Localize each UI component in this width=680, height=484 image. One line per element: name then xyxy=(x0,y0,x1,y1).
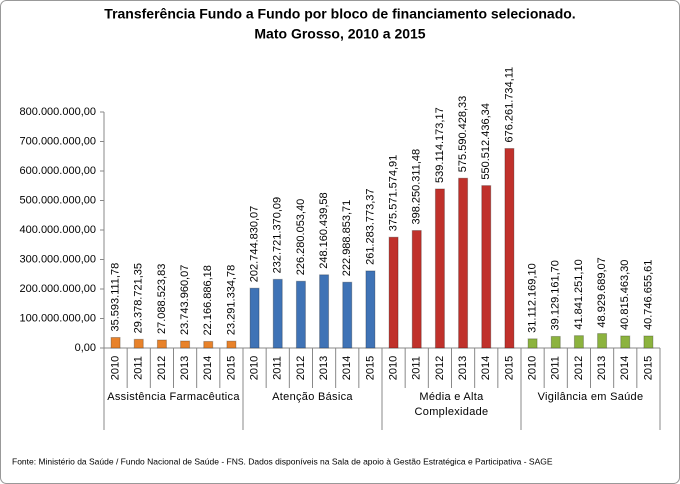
value-label: 539.114.173,17 xyxy=(434,107,446,183)
y-tick-label: 800.000.000,00 xyxy=(20,106,96,118)
chart-subtitle: Mato Grosso, 2010 a 2015 xyxy=(254,26,425,42)
group-label: Média e Alta Complexidade xyxy=(414,391,489,418)
x-tick-label: 2015 xyxy=(503,356,515,380)
bar xyxy=(550,335,561,349)
bar xyxy=(203,340,214,349)
value-label: 22.166.886,18 xyxy=(202,265,214,335)
bar xyxy=(643,335,654,349)
bar xyxy=(388,236,399,349)
bar xyxy=(295,280,306,349)
value-label: 48.929.689,07 xyxy=(596,257,608,327)
x-tick-label: 2013 xyxy=(179,356,191,380)
x-tick-label: 2011 xyxy=(272,356,284,380)
y-tick-label: 500.000.000,00 xyxy=(20,194,96,206)
value-label: 31.112.169,10 xyxy=(526,263,538,333)
bar xyxy=(573,335,584,349)
value-label: 40.746.655,61 xyxy=(642,260,654,330)
bar xyxy=(319,274,330,349)
y-tick-label: 400.000.000,00 xyxy=(20,224,96,236)
value-label: 29.378.721,35 xyxy=(133,263,145,333)
y-tick-label: 100.000.000,00 xyxy=(20,312,96,324)
x-tick-label: 2010 xyxy=(526,356,538,380)
value-label: 40.815.463,30 xyxy=(619,260,631,330)
x-tick-label: 2014 xyxy=(619,356,631,380)
group-label: Atenção Básica xyxy=(272,391,353,403)
x-tick-label: 2012 xyxy=(295,356,307,380)
value-label: 575.590.428,33 xyxy=(457,96,469,172)
bar xyxy=(156,339,167,349)
footnote: Fonte: Ministério da Saúde / Fundo Nacio… xyxy=(12,456,553,466)
bar xyxy=(133,338,144,349)
group-label: Vigilância em Saúde xyxy=(537,391,644,403)
value-label: 23.291.334,78 xyxy=(225,265,237,335)
value-label: 232.721.370,09 xyxy=(272,197,284,273)
group-label: Assistência Farmacêutica xyxy=(107,391,240,403)
bar xyxy=(365,270,376,349)
y-tick-label: 600.000.000,00 xyxy=(20,165,96,177)
value-label: 398.250.311,48 xyxy=(411,149,423,225)
x-tick-label: 2012 xyxy=(434,356,446,380)
x-tick-label: 2014 xyxy=(341,356,353,380)
bar xyxy=(411,230,422,349)
x-tick-label: 2014 xyxy=(202,356,214,380)
value-label: 41.841.251,10 xyxy=(573,259,585,329)
bar xyxy=(249,287,260,349)
y-tick-label: 700.000.000,00 xyxy=(20,135,96,147)
chart-title: Transferência Fundo a Fundo por bloco de… xyxy=(104,6,575,22)
value-label: 202.744.830,07 xyxy=(248,206,260,282)
value-label: 261.283.773,37 xyxy=(364,188,376,264)
y-tick-label: 0,00 xyxy=(75,342,96,354)
value-label: 222.988.853,71 xyxy=(341,200,353,276)
bar xyxy=(504,148,515,349)
x-tick-label: 2010 xyxy=(387,356,399,380)
bar xyxy=(180,340,191,349)
x-tick-label: 2013 xyxy=(596,356,608,380)
bar xyxy=(226,340,237,349)
x-tick-label: 2011 xyxy=(550,356,562,380)
x-tick-label: 2015 xyxy=(364,356,376,380)
y-tick-label: 300.000.000,00 xyxy=(20,253,96,265)
value-label: 39.129.161,70 xyxy=(550,260,562,330)
x-tick-label: 2012 xyxy=(573,356,585,380)
x-tick-label: 2011 xyxy=(411,356,423,380)
x-tick-label: 2011 xyxy=(133,356,145,380)
value-label: 676.261.734,11 xyxy=(503,67,515,143)
x-tick-label: 2014 xyxy=(480,356,492,380)
bar xyxy=(434,188,445,349)
bar xyxy=(527,338,538,349)
x-tick-label: 2010 xyxy=(248,356,260,380)
x-tick-label: 2013 xyxy=(318,356,330,380)
x-tick-label: 2015 xyxy=(642,356,654,380)
value-label: 226.280.053,40 xyxy=(295,199,307,275)
value-label: 35.593.111,78 xyxy=(109,263,121,332)
x-tick-label: 2013 xyxy=(457,356,469,380)
y-tick-label: 200.000.000,00 xyxy=(20,283,96,295)
bar xyxy=(110,337,121,349)
bar xyxy=(458,177,469,349)
bar xyxy=(597,333,608,349)
bar xyxy=(342,281,353,349)
value-label: 248.160.439,58 xyxy=(318,192,330,268)
value-label: 550.512.436,34 xyxy=(480,103,492,179)
bar xyxy=(620,335,631,349)
value-label: 375.571.574,91 xyxy=(387,155,399,231)
value-label: 27.088.523,83 xyxy=(156,264,168,334)
bar xyxy=(272,278,283,349)
x-tick-label: 2010 xyxy=(109,356,121,380)
bar xyxy=(481,185,492,349)
x-tick-label: 2015 xyxy=(225,356,237,380)
x-tick-label: 2012 xyxy=(156,356,168,380)
value-label: 23.743.960,07 xyxy=(179,265,191,335)
